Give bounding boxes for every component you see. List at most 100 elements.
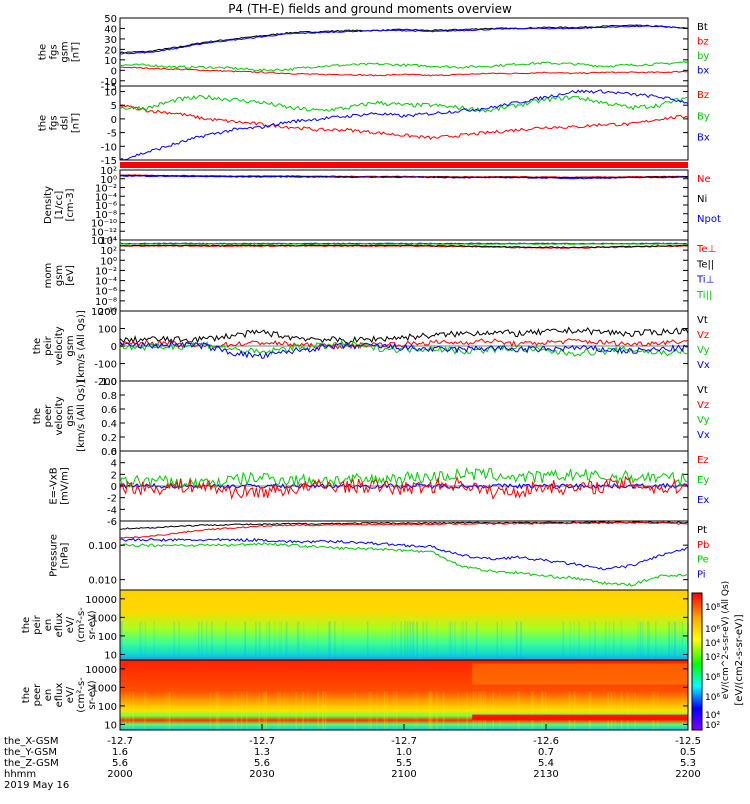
spectrogram-streak (265, 691, 268, 730)
legend-Vz: Vz (697, 400, 709, 411)
legend-Vt: Vt (697, 315, 708, 326)
series-Bx-line (119, 89, 689, 161)
legend-Te: Te|| (696, 259, 714, 270)
y-tick-label: -15 (101, 82, 117, 93)
legend-Ex: Ex (697, 495, 709, 506)
spectrogram-streak (412, 621, 415, 660)
spectrogram-streak (225, 621, 227, 660)
spectrogram-streak (416, 621, 418, 660)
spectrogram-streak (641, 621, 644, 660)
spectrogram-streak (520, 621, 523, 660)
spectrogram-streak (668, 621, 671, 660)
spectrogram-streak (215, 691, 217, 730)
legend-Pe: Pe (697, 555, 709, 566)
spectrogram-streak (648, 621, 650, 660)
spectrogram-streak (426, 621, 428, 660)
colorbar-tick: 10² (705, 721, 720, 731)
spectrogram-streak (386, 691, 388, 730)
y-axis-label: [cm-3] (65, 188, 76, 221)
y-tick-label: 1.0 (101, 377, 117, 388)
y-tick-label: 2 (111, 470, 117, 481)
spectrogram-streak (620, 621, 623, 660)
spectrogram-streak (612, 621, 615, 660)
legend-bx: bx (697, 66, 709, 77)
legend-Ne: Ne (697, 174, 711, 185)
series-by-line (119, 60, 689, 72)
spectrogram-streak (278, 621, 281, 660)
y-tick-label: 10 (104, 56, 117, 67)
spectrogram-streak (501, 621, 503, 660)
series-Npot-line (119, 175, 689, 180)
spectrogram-streak (317, 691, 319, 730)
spectrogram-streak (478, 691, 480, 730)
spectrogram-streak (394, 621, 397, 660)
y-axis-label: en (43, 689, 54, 702)
y-tick-label: 0 (111, 482, 117, 493)
y-tick-label: 5 (111, 101, 117, 112)
spectrogram-streak (610, 691, 613, 730)
spectrogram-streak (198, 621, 200, 660)
spectrogram-streak (499, 691, 501, 730)
spectrogram-streak (164, 691, 167, 730)
y-axis-label: peir (43, 335, 54, 355)
y-tick-label: 6 (111, 447, 117, 458)
panel-2: 10 5 0 -5 -10 -15 the fgs dsl [nT] Bz By Bx (38, 85, 710, 167)
spectrogram-streak (513, 691, 515, 730)
colorbar: 10⁸10⁶10⁴10²10⁸10⁶10⁴10²[eV/(cm2-s-sr-eV… (691, 581, 745, 731)
spectrogram-streak (263, 691, 265, 730)
spectrogram-streak (462, 621, 464, 660)
legend-Ti: Ti|| (696, 290, 712, 301)
y-axis-label: dsl (60, 116, 71, 130)
y-tick-label: 100 (98, 702, 117, 713)
spectrogram-streak (678, 621, 681, 660)
y-axis-label: [nT] (71, 113, 82, 133)
y-axis-label: [km/s (All Qs)] (76, 380, 87, 452)
spectrogram-streak (201, 621, 203, 660)
spectrogram-streak (568, 691, 570, 730)
spectrogram-streak (168, 691, 171, 730)
spectrogram-streak (233, 691, 235, 730)
spectrogram-streak (376, 691, 378, 730)
series-bx-line (119, 25, 689, 55)
panel-frame (119, 169, 689, 241)
footer-value: -12.7 (249, 736, 275, 747)
series-Te-line (119, 244, 689, 249)
legend-Bt: Bt (697, 22, 708, 33)
spectrogram-streak (218, 691, 220, 730)
spectrogram-streak (657, 691, 659, 730)
spectrogram-streak (393, 691, 395, 730)
series-Pi-line (119, 537, 689, 571)
y-tick-label: -100 (94, 360, 117, 371)
legend-Ez: Ez (697, 455, 709, 466)
y-tick-label: 20 (104, 45, 117, 56)
footer-value: -12.6 (533, 736, 559, 747)
footer-value: -12.7 (391, 736, 417, 747)
panel-frame (119, 85, 689, 161)
legend-Vy: Vy (697, 415, 710, 426)
y-tick-label: 10000 (85, 665, 117, 676)
series-Ez-line (119, 475, 689, 500)
spectrogram-streak (451, 621, 453, 660)
spectrogram-streak (594, 621, 596, 660)
y-tick-label: 0 (111, 342, 117, 353)
spectrogram-streak (334, 621, 336, 660)
y-tick-label: -200 (94, 377, 117, 388)
y-tick-label: 200 (98, 307, 117, 318)
y-tick-label: 0.6 (101, 405, 117, 416)
spectrogram-streak (671, 621, 673, 660)
y-tick-label: 0.2 (101, 433, 117, 444)
spectrogram-streak (436, 621, 438, 660)
spectrogram-streak (480, 691, 482, 730)
y-axis-label: gsm (65, 405, 76, 426)
y-axis-label: (cm²-s- (76, 677, 87, 713)
spectrogram-streak (454, 621, 456, 660)
spectrogram-streak (368, 691, 370, 730)
y-tick-label: -15 (101, 156, 117, 167)
y-tick-label: 10⁻⁴ (95, 277, 117, 288)
spectrogram-streak (457, 691, 459, 730)
spectrogram-streak (573, 691, 576, 730)
footer-date: 2019 May 16 (4, 780, 69, 791)
spectrogram-streak (589, 621, 591, 660)
